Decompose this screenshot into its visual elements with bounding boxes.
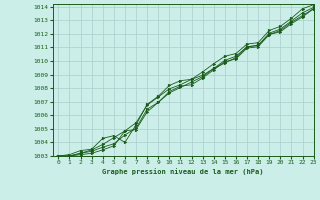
- X-axis label: Graphe pression niveau de la mer (hPa): Graphe pression niveau de la mer (hPa): [102, 168, 264, 175]
